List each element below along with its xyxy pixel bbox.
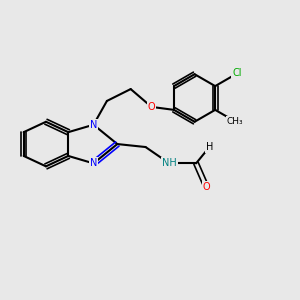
Text: CH₃: CH₃ bbox=[227, 117, 243, 126]
Text: N: N bbox=[90, 120, 97, 130]
Text: H: H bbox=[206, 142, 213, 152]
Text: NH: NH bbox=[162, 158, 177, 168]
Text: O: O bbox=[203, 182, 210, 192]
Text: O: O bbox=[148, 102, 155, 112]
Text: Cl: Cl bbox=[232, 68, 242, 79]
Text: N: N bbox=[90, 158, 97, 168]
